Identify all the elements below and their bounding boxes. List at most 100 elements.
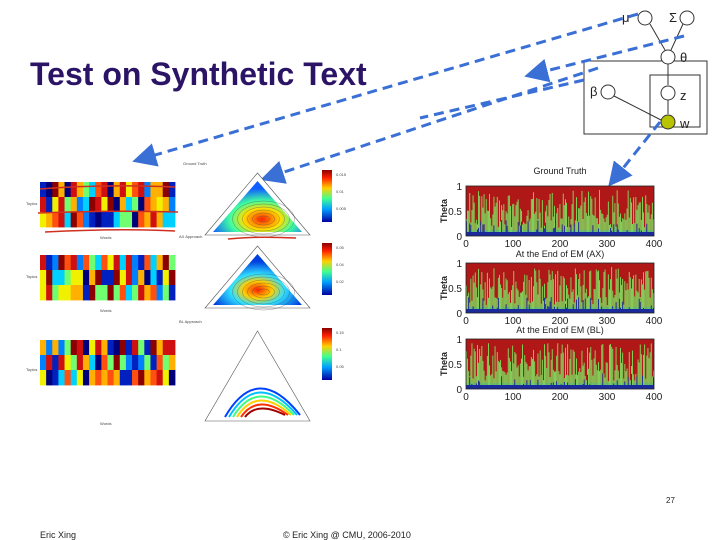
- green-bar: [645, 271, 647, 309]
- green-bar: [600, 209, 602, 232]
- green-bar: [631, 288, 632, 309]
- green-bar: [565, 347, 566, 385]
- blue-bar: [628, 307, 630, 313]
- green-bar: [547, 343, 549, 385]
- green-bar: [503, 371, 505, 385]
- blue-bar: [557, 307, 559, 313]
- green-bar: [539, 350, 541, 385]
- blue-bar: [536, 229, 538, 236]
- green-bar: [644, 289, 646, 309]
- green-bar: [467, 210, 468, 232]
- green-bar: [569, 358, 571, 385]
- colorbar-tick: 0.05: [336, 364, 345, 369]
- green-bar: [598, 362, 599, 385]
- green-bar: [626, 283, 628, 309]
- blue-bar: [653, 307, 654, 313]
- green-bar: [583, 362, 585, 385]
- heatmap-cell: [101, 355, 108, 371]
- green-bar: [612, 290, 614, 309]
- x-tick-label: 400: [646, 316, 663, 327]
- heatmap-cell: [168, 285, 176, 301]
- heatmap-cell: [138, 270, 145, 286]
- green-bar: [556, 301, 558, 309]
- blue-bar: [582, 300, 584, 313]
- green-bar: [592, 214, 594, 232]
- heatmap-cell: [144, 197, 151, 213]
- theta-plot-2: At the End of EM (AX) 1 0.5 00 100 200 300 400 T…: [439, 249, 663, 327]
- green-bar: [638, 362, 640, 385]
- blue-bar: [650, 305, 652, 313]
- green-bar: [640, 219, 642, 232]
- green-bar: [514, 303, 516, 309]
- green-bar: [623, 219, 625, 232]
- green-bar: [557, 270, 559, 309]
- green-bar: [519, 208, 521, 232]
- green-bar: [567, 344, 569, 385]
- green-bar: [566, 285, 567, 309]
- green-bar: [648, 358, 650, 385]
- blue-bar: [469, 223, 471, 236]
- contour-line: [232, 273, 295, 311]
- green-bar: [533, 349, 534, 385]
- heatmap-cell: [150, 255, 157, 271]
- green-bar: [647, 348, 649, 385]
- green-bar: [486, 210, 488, 232]
- green-bar: [620, 213, 621, 232]
- green-bar: [545, 355, 547, 385]
- green-bar: [536, 282, 538, 309]
- heatmap-cell: [64, 270, 72, 286]
- blue-bar: [468, 297, 470, 313]
- heatmap-cell: [70, 370, 78, 386]
- left-figure-2: AX Approach Topics Words 0.05 0.04 0.02: [26, 234, 345, 313]
- green-bar: [595, 218, 597, 232]
- blue-bar: [517, 221, 519, 236]
- green-bar: [508, 357, 510, 385]
- simplex-fill: [213, 254, 302, 305]
- green-bar: [618, 378, 620, 385]
- row-label: Topics: [26, 201, 37, 206]
- green-bar: [485, 375, 487, 385]
- green-bar: [647, 270, 649, 309]
- heatmap-cell: [46, 370, 53, 386]
- blue-bar: [636, 223, 638, 236]
- green-bar: [504, 224, 506, 232]
- theta-plot-1: Ground Truth 1 0.5 00 100 200 300 400 Theta: [439, 166, 663, 250]
- green-bar: [523, 281, 525, 309]
- heatmap-cell: [82, 370, 90, 386]
- graphical-model: μ Σ θ β z w: [583, 10, 708, 135]
- green-bar: [473, 348, 475, 385]
- heatmap-cell: [156, 197, 164, 213]
- green-bar: [481, 272, 483, 309]
- x-tick-label: 100: [505, 239, 522, 250]
- contour-line: [252, 212, 275, 226]
- green-bar: [651, 289, 653, 309]
- green-bar: [588, 191, 589, 232]
- green-bar: [489, 278, 490, 309]
- green-bar: [512, 204, 514, 232]
- blue-bar: [574, 379, 576, 389]
- heatmap-cell: [46, 212, 53, 228]
- green-bar: [628, 271, 630, 309]
- blue-bar: [517, 304, 519, 313]
- blue-bar: [544, 297, 545, 313]
- green-bar: [566, 375, 567, 385]
- blue-bar: [566, 307, 567, 313]
- green-bar: [556, 355, 558, 385]
- green-bar: [582, 284, 584, 309]
- green-bar: [515, 353, 517, 385]
- heatmap-cell: [113, 340, 121, 356]
- heatmap-cell: [64, 355, 72, 371]
- green-bar: [558, 371, 560, 385]
- contour-band: [224, 387, 301, 418]
- green-bar: [625, 290, 627, 309]
- green-bar: [612, 195, 614, 232]
- green-bar: [521, 210, 522, 232]
- heatmap-cell: [113, 355, 121, 371]
- green-bar: [548, 269, 550, 309]
- heatmap-cell: [70, 270, 78, 286]
- edge-mu-theta: [649, 23, 666, 51]
- green-bar: [567, 226, 569, 232]
- green-bar: [532, 359, 533, 385]
- figure-caption: AX Approach: [179, 234, 202, 239]
